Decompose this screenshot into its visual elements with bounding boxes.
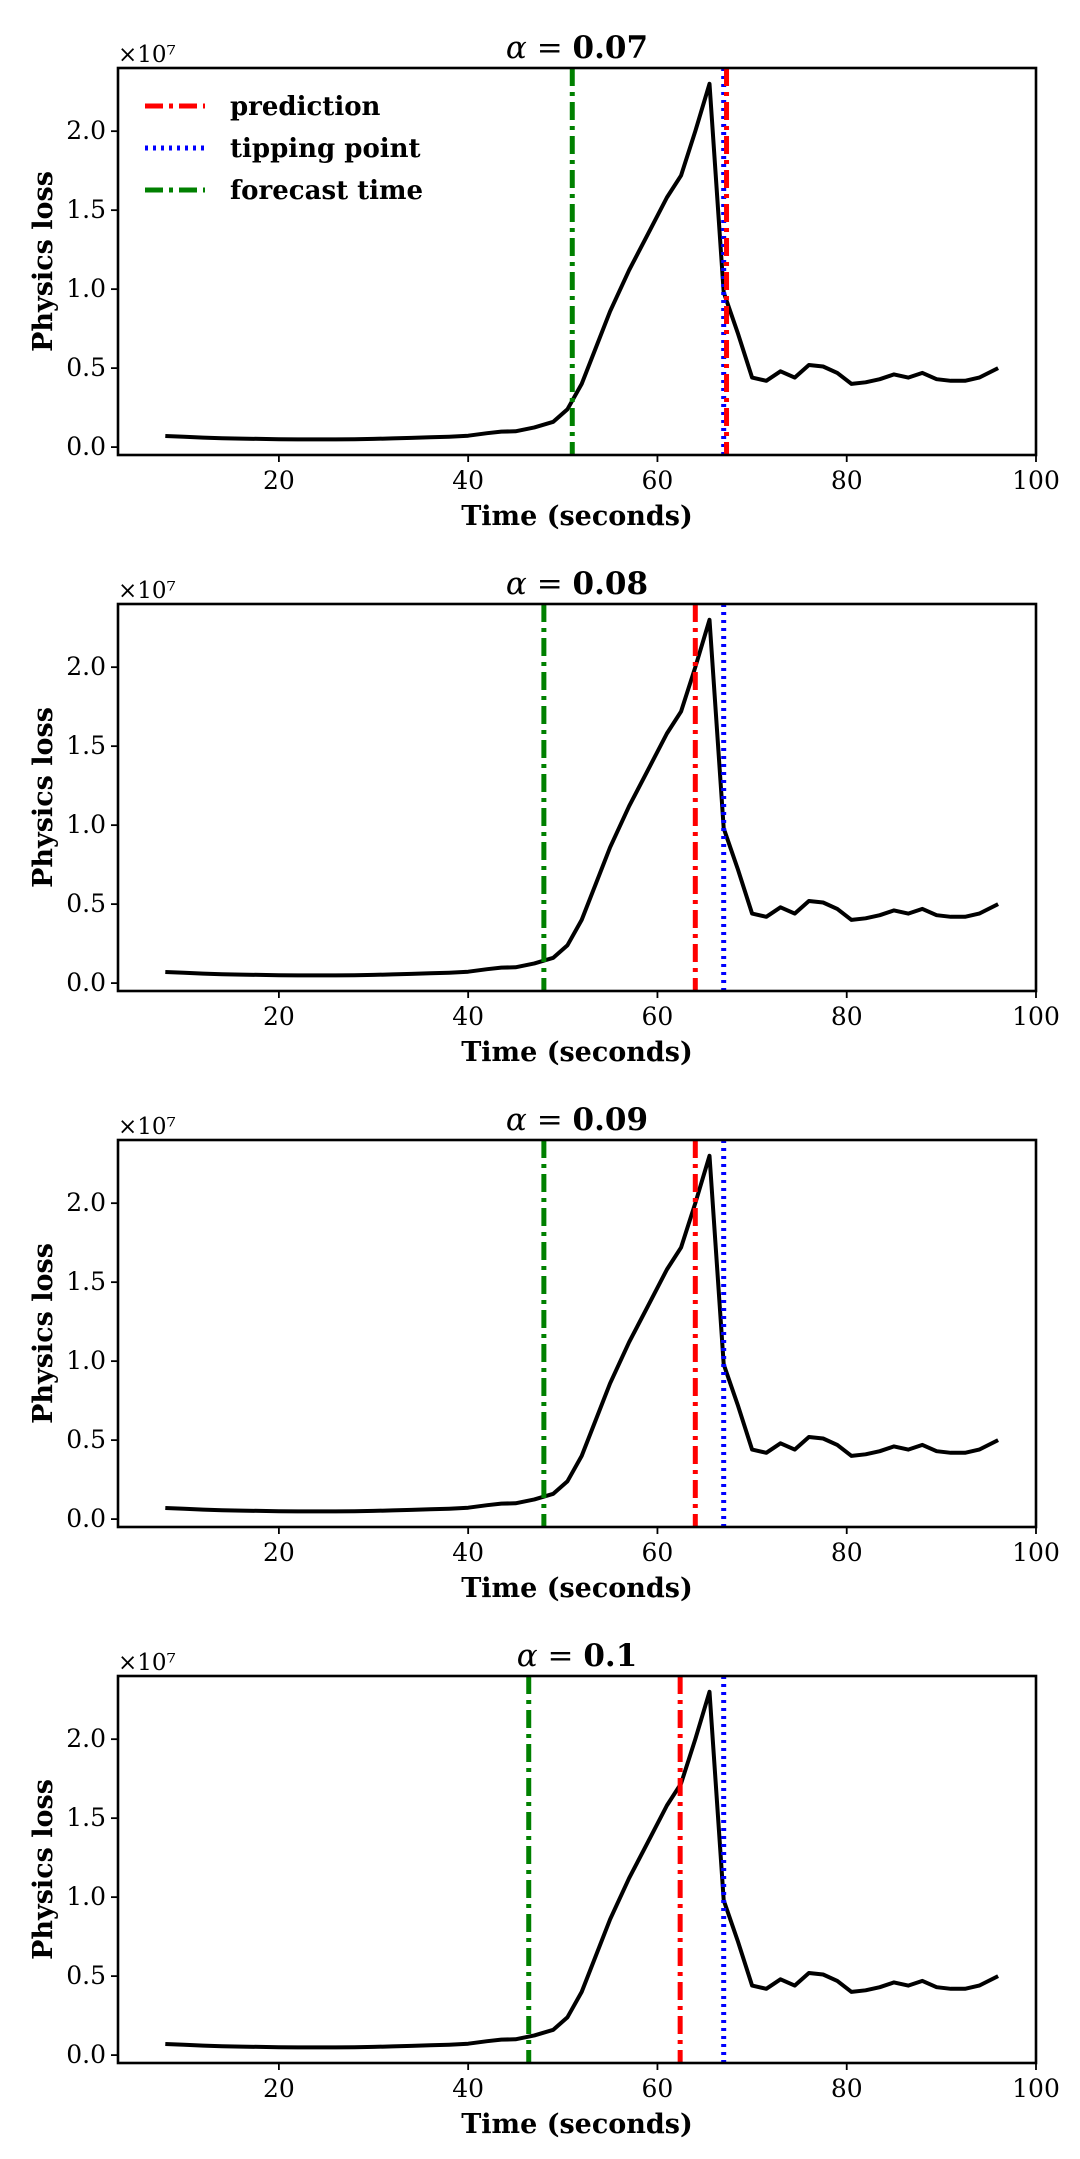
chart-panel-2: α = 0.08 ×10⁷ 0.0 0.5 1.0 1.5 2.0 20 40 60 80 100 Ti…: [28, 566, 1060, 1068]
x-tick-label: 60: [642, 1002, 674, 1031]
y-tick-label: 2.0: [66, 116, 106, 145]
legend-label: forecast time: [230, 176, 423, 206]
y-axis-label: Physics loss: [28, 707, 59, 888]
chart-title: α = 0.07: [506, 30, 648, 66]
y-tick-label: 2.0: [66, 1724, 106, 1753]
chart-title-prefix: α =: [517, 1638, 584, 1674]
y-tick-label: 0.5: [66, 353, 106, 382]
x-tick-label: 60: [642, 2074, 674, 2103]
y-tick-label: 1.0: [66, 810, 106, 839]
chart-title-value: 0.09: [573, 1102, 649, 1138]
physics-loss-line: [165, 1689, 999, 2050]
x-tick-label: 40: [452, 2074, 484, 2103]
plot-frame: [116, 1138, 1038, 1529]
chart-panel-1: α = 0.07 ×10⁷ 0.0 0.5 1.0 1.5 2.0 20 40 60 80 100 Ti…: [28, 30, 1060, 532]
x-tick-label: 40: [452, 1538, 484, 1567]
x-tick-label: 20: [263, 2074, 295, 2103]
x-tick-label: 80: [831, 2074, 863, 2103]
legend-label: prediction: [230, 92, 381, 122]
x-tick-label: 40: [452, 1002, 484, 1031]
chart-panel-3: α = 0.09 ×10⁷ 0.0 0.5 1.0 1.5 2.0 20 40 60 80 100 Ti…: [28, 1102, 1060, 1604]
physics-loss-line: [165, 81, 999, 442]
y-tick-label: 1.5: [66, 731, 106, 760]
x-tick-label: 40: [452, 466, 484, 495]
x-axis-label: Time (seconds): [461, 1573, 693, 1604]
y-tick-label: 1.0: [66, 1346, 106, 1375]
y-tick-label: 0.5: [66, 1961, 106, 1990]
plot-frame: [116, 602, 1038, 993]
y-tick-label: 1.5: [66, 195, 106, 224]
chart-title-value: 0.08: [573, 566, 649, 602]
chart-panel-4: α = 0.1 ×10⁷ 0.0 0.5 1.0 1.5 2.0 20 40 60 80 100 Tim…: [28, 1638, 1060, 2140]
chart-title-prefix: α =: [506, 566, 573, 602]
x-axis-label: Time (seconds): [461, 1037, 693, 1068]
chart-title-prefix: α =: [506, 30, 573, 66]
y-exponent-label: ×10⁷: [118, 42, 176, 68]
x-tick-label: 100: [1012, 2074, 1060, 2103]
y-tick-label: 2.0: [66, 652, 106, 681]
x-tick-label: 80: [831, 1538, 863, 1567]
legend: prediction tipping point forecast time: [145, 92, 423, 206]
y-tick-label: 0.0: [66, 2040, 106, 2069]
y-axis-label: Physics loss: [28, 1779, 59, 1960]
y-tick-label: 0.5: [66, 1425, 106, 1454]
x-tick-label: 20: [263, 1002, 295, 1031]
y-exponent-label: ×10⁷: [118, 1650, 176, 1676]
y-tick-label: 1.0: [66, 1882, 106, 1911]
chart-title-prefix: α =: [506, 1102, 573, 1138]
chart-title: α = 0.09: [506, 1102, 648, 1138]
chart-title-value: 0.1: [583, 1638, 637, 1674]
y-tick-label: 1.5: [66, 1267, 106, 1296]
x-tick-label: 80: [831, 466, 863, 495]
x-axis-label: Time (seconds): [461, 501, 693, 532]
chart-title: α = 0.08: [506, 566, 648, 602]
x-tick-label: 100: [1012, 1538, 1060, 1567]
x-tick-label: 100: [1012, 1002, 1060, 1031]
chart-title-value: 0.07: [573, 30, 649, 66]
y-tick-label: 1.5: [66, 1803, 106, 1832]
x-tick-label: 20: [263, 1538, 295, 1567]
y-tick-label: 2.0: [66, 1188, 106, 1217]
legend-label: tipping point: [230, 134, 421, 164]
y-exponent-label: ×10⁷: [118, 578, 176, 604]
x-tick-label: 20: [263, 466, 295, 495]
x-tick-label: 60: [642, 466, 674, 495]
x-tick-label: 100: [1012, 466, 1060, 495]
plot-frame: [116, 1674, 1038, 2065]
y-axis-label: Physics loss: [28, 1243, 59, 1424]
plot-frame: [116, 66, 1038, 457]
y-axis-label: Physics loss: [28, 171, 59, 352]
x-tick-label: 60: [642, 1538, 674, 1567]
y-tick-label: 0.0: [66, 1504, 106, 1533]
y-tick-label: 0.0: [66, 432, 106, 461]
x-tick-label: 80: [831, 1002, 863, 1031]
physics-loss-line: [165, 1153, 999, 1514]
y-tick-label: 1.0: [66, 274, 106, 303]
y-tick-label: 0.5: [66, 889, 106, 918]
x-axis-label: Time (seconds): [461, 2109, 693, 2140]
y-exponent-label: ×10⁷: [118, 1114, 176, 1140]
physics-loss-line: [165, 617, 999, 978]
y-tick-label: 0.0: [66, 968, 106, 997]
chart-title: α = 0.1: [517, 1638, 638, 1674]
